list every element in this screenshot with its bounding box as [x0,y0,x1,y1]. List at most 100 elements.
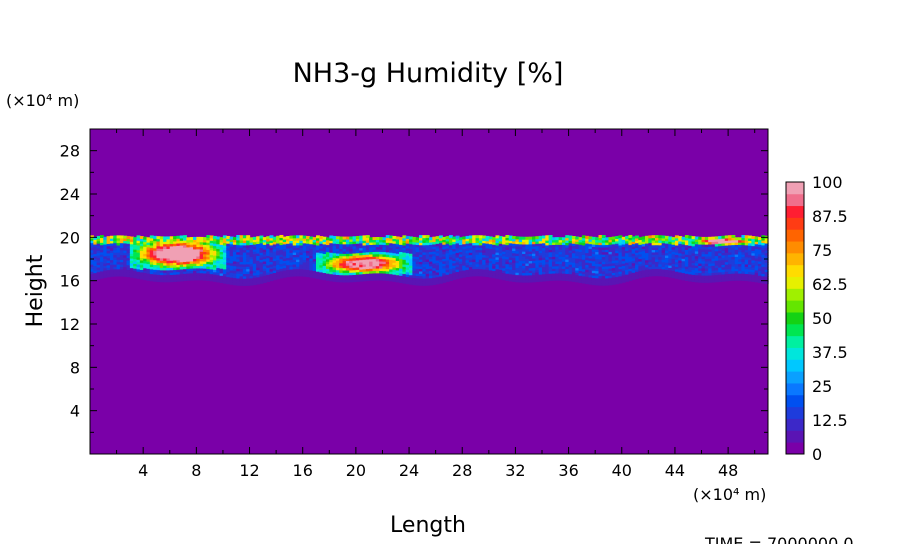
heat-cell [156,240,161,244]
heat-cell [139,247,144,251]
heat-cell [133,253,138,257]
heat-cell [126,259,131,263]
heat-cell [621,270,626,274]
heat-cell [282,269,287,273]
heat-cell [621,255,626,259]
heat-cell [731,234,736,238]
heat-cell [392,250,397,254]
heat-cell [458,249,463,253]
heat-cell [568,252,573,256]
heat-cell [252,267,257,271]
heat-cell [551,256,556,260]
heat-cell [279,268,284,272]
heat-cell [272,274,277,278]
heat-cell [728,259,733,262]
heat-cell [199,263,204,267]
heat-cell [179,235,184,239]
heat-cell [571,235,576,239]
heat-cell [515,255,520,259]
heat-cell [90,240,94,244]
heat-cell [542,254,546,258]
heat-cell [325,265,330,269]
heat-cell [203,265,207,269]
heat-cell [332,278,337,282]
heat-cell [754,267,759,271]
heat-cell [532,255,536,259]
heat-cell [751,240,756,244]
heat-cell [545,259,550,263]
heat-cell [628,261,633,265]
heat-cell [425,256,430,260]
heat-cell [306,252,310,256]
heat-cell [731,270,736,274]
heat-cell [641,257,646,261]
heat-cell [232,277,237,281]
heat-cell [515,279,520,283]
heat-cell [296,244,300,248]
heat-cell [429,263,433,267]
heat-cell [153,266,158,270]
heat-cell [232,260,237,264]
heat-cell [608,277,613,281]
heat-cell [259,268,264,272]
heat-cell [183,242,187,246]
heat-cell [465,247,470,251]
heat-cell [442,236,447,240]
heat-cell [123,254,128,258]
heat-cell [458,268,463,272]
heat-cell [369,246,374,250]
heat-cell [409,238,413,242]
heat-cell [429,280,433,284]
heat-cell [601,261,606,265]
heat-cell [422,278,427,282]
heat-cell [545,268,550,272]
heat-cell [385,239,390,243]
heat-cell [412,258,417,262]
heat-cell [382,261,387,265]
heat-cell [236,277,241,281]
heat-cell [133,256,138,260]
heat-cell [748,259,752,263]
heat-cell [684,277,689,281]
heat-cell [625,243,630,247]
heat-cell [93,267,98,271]
heat-cell [209,261,214,265]
heat-cell [472,263,477,267]
heat-cell [482,242,487,246]
heat-cell [704,260,709,264]
heat-cell [322,251,327,254]
heat-cell [611,248,616,252]
heat-cell [485,274,490,278]
heat-cell [395,243,400,247]
heat-cell [714,243,719,247]
heat-cell [399,260,404,264]
heat-cell [306,259,310,263]
heat-cell [558,244,563,248]
heat-cell [325,242,330,246]
heat-cell [645,262,649,266]
heat-cell [355,240,360,244]
heat-cell [166,257,171,261]
heat-cell [608,275,613,279]
heat-cell [133,258,138,262]
heat-cell [651,244,656,248]
heat-cell [375,260,380,264]
heat-cell [362,273,367,277]
heat-cell [409,236,413,240]
heat-cell [734,265,739,269]
heat-cell [362,247,367,251]
heat-cell [711,236,716,240]
heat-cell [568,268,573,272]
heat-cell [169,276,174,280]
heat-cell [761,256,766,260]
heat-cell [216,250,221,254]
heat-cell [734,261,739,265]
heat-cell [605,246,610,250]
heat-cell [635,237,639,241]
heat-cell [199,260,204,264]
heat-cell [193,248,197,252]
heat-cell [109,269,114,273]
colorbar-segment [786,217,804,230]
heat-cell [286,267,291,270]
heat-cell [575,238,580,242]
